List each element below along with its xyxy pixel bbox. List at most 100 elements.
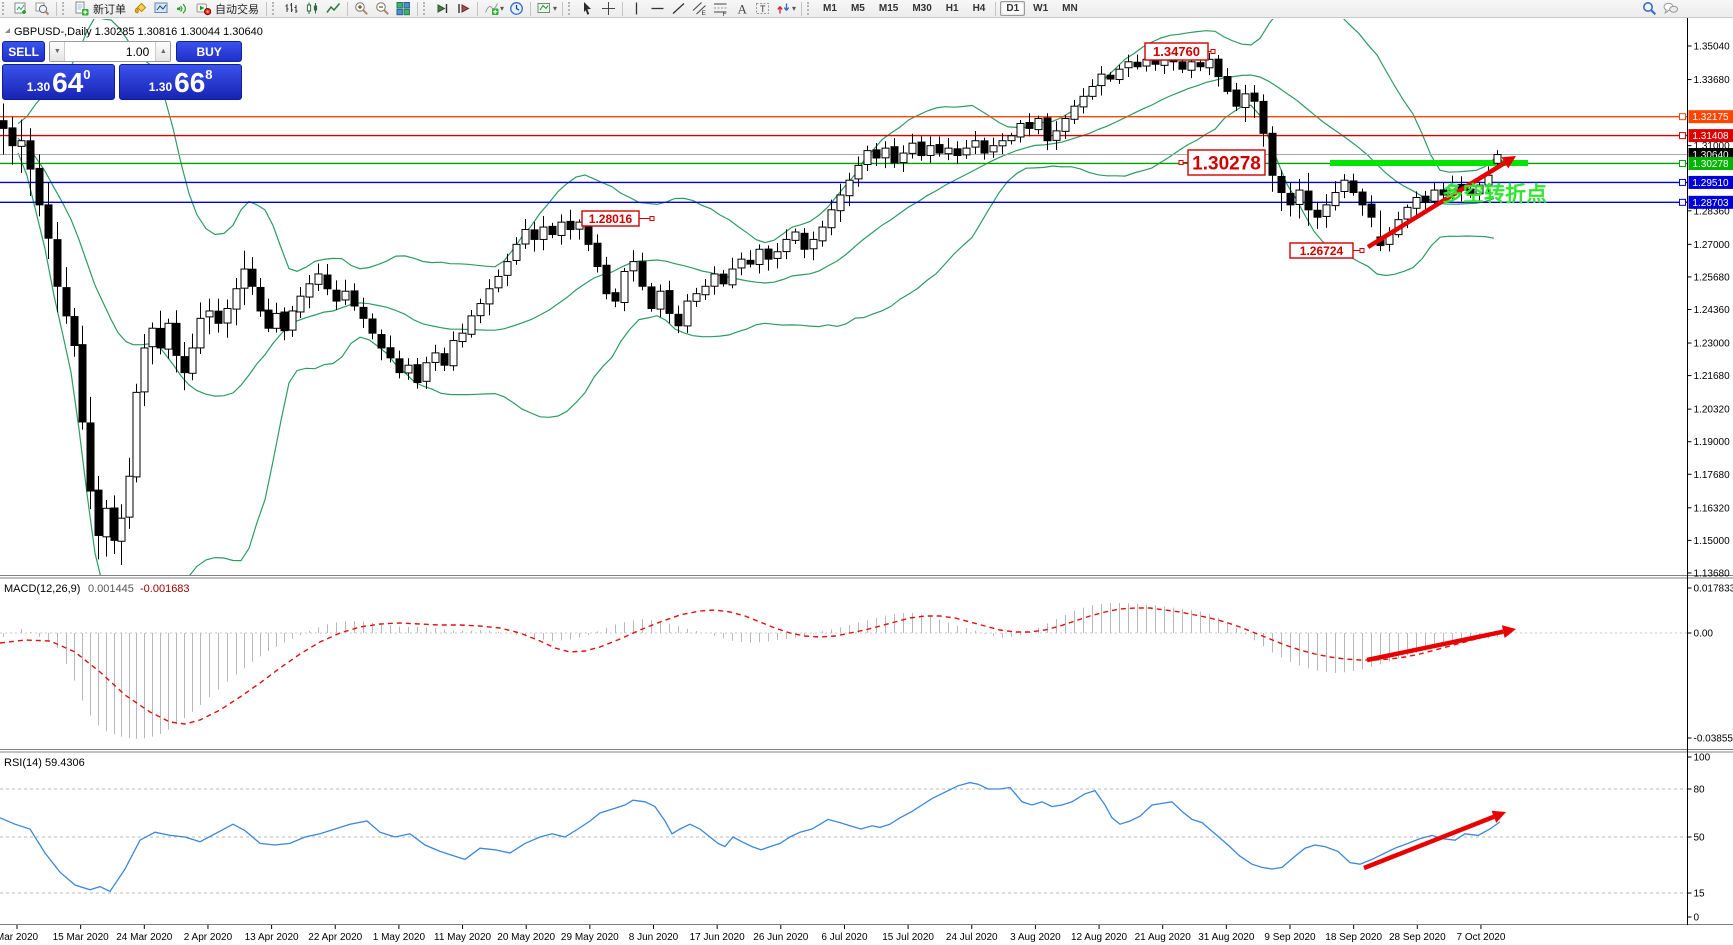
buy-button[interactable]: BUY <box>176 41 242 62</box>
line-chart-icon[interactable] <box>323 1 344 17</box>
profiles-icon[interactable] <box>32 1 53 17</box>
price-label-1.30640: 1.30640 <box>1692 150 1729 161</box>
timeframe-button-h1[interactable]: H1 <box>945 3 959 14</box>
new-order-icon[interactable] <box>71 1 92 17</box>
cursor-icon[interactable] <box>577 1 598 17</box>
price-callout-box-1.26724[interactable] <box>1289 242 1354 259</box>
hline-handle[interactable] <box>1679 113 1686 121</box>
auto-scroll-icon[interactable] <box>432 1 453 17</box>
toolbar-grip[interactable] <box>807 2 813 15</box>
trend-arrow-rsi[interactable] <box>1363 814 1495 871</box>
new-order-label[interactable]: 新订单 <box>93 3 126 16</box>
templates-icon-dropdown[interactable]: ▾ <box>553 4 558 13</box>
date-label-5: 22 Apr 2020 <box>308 932 362 943</box>
rsi-pane[interactable] <box>0 781 1688 894</box>
hline-handle[interactable] <box>1679 178 1686 186</box>
price-callout-box-1.34760[interactable] <box>1144 42 1209 61</box>
svg-text:T: T <box>760 4 766 14</box>
price-callout-1.28016[interactable]: 1.28016 <box>589 212 633 226</box>
buy-price-display[interactable]: 1.30 66 8 <box>119 64 242 100</box>
volume-decrease-button[interactable]: ▼ <box>50 42 66 61</box>
timeframe-button-h4[interactable]: H4 <box>972 3 986 14</box>
indicators-icon-dropdown[interactable]: ▾ <box>500 4 505 13</box>
price-callout-box-1.28016[interactable] <box>581 210 640 227</box>
toolbar-grip[interactable] <box>62 2 68 15</box>
autotrading-label[interactable]: 自动交易 <box>215 3 259 16</box>
timeframe-button-m15[interactable]: M15 <box>878 3 899 14</box>
arrows-tool-icon-dropdown[interactable]: ▾ <box>792 4 797 13</box>
channel-icon[interactable]: E <box>689 1 710 17</box>
timeframe-button-m1[interactable]: M1 <box>823 3 837 14</box>
periods-icon[interactable] <box>506 1 527 17</box>
sell-price-display[interactable]: 1.30 64 0 <box>2 64 116 100</box>
date-axis[interactable]: Mar 2020 15 Mar 2020 24 Mar 2020 2 Apr 2020… <box>0 925 1506 943</box>
zoom-in-icon[interactable] <box>351 1 372 17</box>
chart-shift-icon[interactable] <box>453 1 474 17</box>
toolbar-grip[interactable] <box>423 2 429 15</box>
hline-handle[interactable] <box>1679 198 1686 206</box>
trend-arrow-macd-head[interactable] <box>1501 625 1516 639</box>
price-tick-1.13680: 1.13680 <box>1694 568 1731 579</box>
templates-icon[interactable] <box>534 1 555 17</box>
timeframe-button-m5[interactable]: M5 <box>850 3 865 14</box>
date-label-7: 11 May 2020 <box>434 932 492 943</box>
price-callout-1.30278[interactable]: 1.30278 <box>1192 153 1261 174</box>
candlestick-chart-icon[interactable] <box>302 1 323 17</box>
svg-text:F: F <box>723 11 727 16</box>
timeframe-button-w1[interactable]: W1 <box>1033 3 1049 14</box>
trend-arrow-main-head[interactable] <box>1501 156 1516 169</box>
price-tick-1.33680: 1.33680 <box>1694 75 1731 86</box>
date-label-15: 24 Jul 2020 <box>946 932 998 943</box>
fibonacci-icon[interactable]: F <box>710 1 731 17</box>
horizontal-line-icon[interactable] <box>647 1 668 17</box>
sound-icon[interactable] <box>172 1 193 17</box>
trend-arrow-main[interactable] <box>1366 160 1507 249</box>
note-text-annotation[interactable]: 多空转折点 <box>1442 182 1547 206</box>
new-chart-icon[interactable] <box>11 1 32 17</box>
indicators-icon[interactable] <box>481 1 502 17</box>
price-callout-box-1.30278[interactable] <box>1187 149 1266 176</box>
timeframe-button-mn[interactable]: MN <box>1062 3 1078 14</box>
text-icon[interactable]: A <box>731 1 752 17</box>
styler-icon[interactable] <box>130 1 151 17</box>
trendline-icon[interactable] <box>668 1 689 17</box>
toolbar-separator <box>56 1 57 16</box>
hline-handle[interactable] <box>1679 132 1686 140</box>
trend-arrow-macd[interactable] <box>1366 629 1504 663</box>
price-label-box-1.29510 <box>1688 175 1733 189</box>
date-label-10: 8 Jun 2020 <box>629 932 679 943</box>
chat-icon[interactable] <box>1660 1 1681 17</box>
price-callout-1.26724[interactable]: 1.26724 <box>1300 244 1344 258</box>
price-tick-1.15000: 1.15000 <box>1694 536 1731 547</box>
date-label-20: 9 Sep 2020 <box>1264 932 1316 943</box>
bar-chart-icon[interactable] <box>281 1 302 17</box>
volume-increase-button[interactable]: ▲ <box>155 42 171 61</box>
sell-button[interactable]: SELL <box>2 41 46 62</box>
toolbar-separator <box>530 1 532 16</box>
price-tick-1.21680: 1.21680 <box>1694 371 1731 382</box>
green-resistance-bar[interactable] <box>1330 160 1528 166</box>
tile-windows-icon[interactable] <box>393 1 414 17</box>
toolbar-grip[interactable] <box>272 2 278 15</box>
toolbar-grip[interactable] <box>2 2 8 15</box>
chart-window-icon[interactable] <box>151 1 172 17</box>
trend-arrow-rsi-head[interactable] <box>1491 810 1506 823</box>
search-icon[interactable] <box>1639 1 1660 17</box>
toolbar-grip[interactable] <box>568 2 574 15</box>
macd-value-main: 0.001445 <box>88 583 134 595</box>
zoom-out-icon[interactable] <box>372 1 393 17</box>
vertical-line-icon[interactable] <box>626 1 647 17</box>
macd-pane[interactable] <box>0 603 1688 739</box>
price-axis[interactable]: 1.35040 1.33680 1.31000 1.28360 1.27000 1.256… <box>1679 18 1733 925</box>
volume-input[interactable] <box>65 42 156 61</box>
timeframe-button-m30[interactable]: M30 <box>912 3 932 14</box>
text-label-icon[interactable]: T <box>752 1 773 17</box>
hline-handle[interactable] <box>1679 159 1686 167</box>
macd-signal-line <box>0 607 1496 725</box>
timeframe-button-d1[interactable]: D1 <box>1000 1 1026 16</box>
price-callout-1.34760[interactable]: 1.34760 <box>1153 44 1200 59</box>
arrows-tool-icon[interactable] <box>773 1 794 17</box>
autotrading-icon[interactable] <box>193 1 214 17</box>
crosshair-icon[interactable] <box>598 1 619 17</box>
